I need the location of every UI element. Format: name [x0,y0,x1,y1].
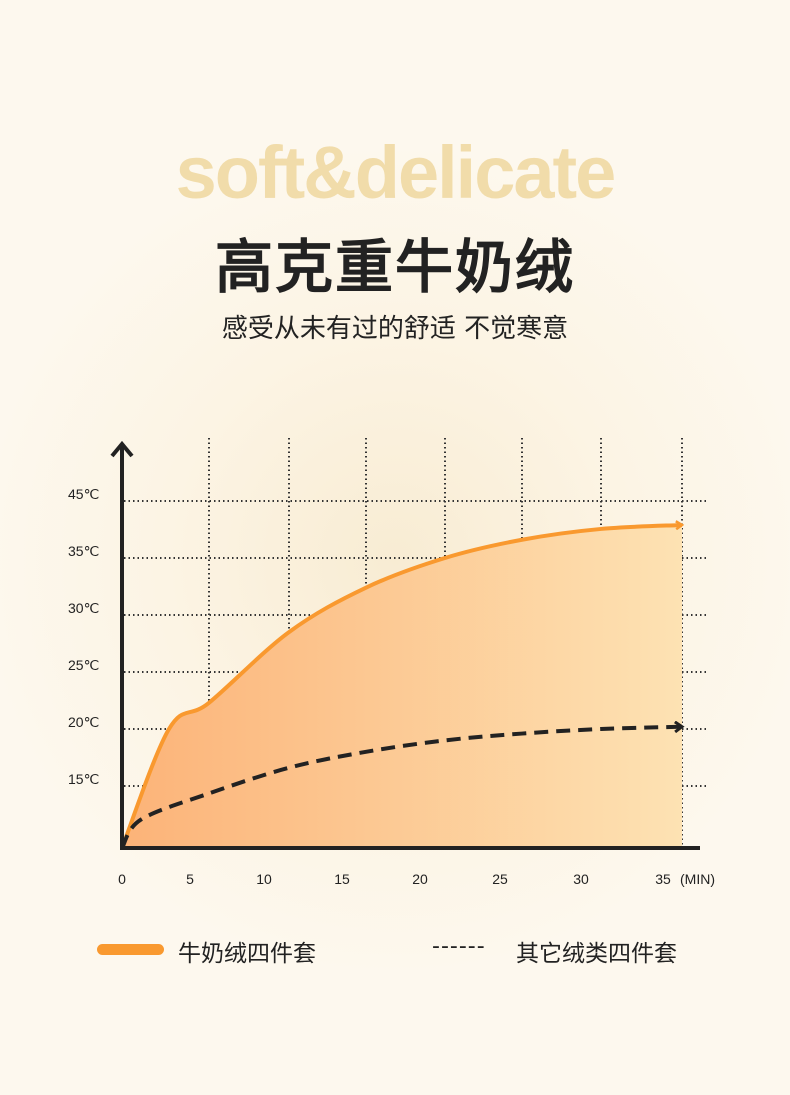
x-tick-label: 15 [334,871,350,887]
y-tick-label: 15℃ [68,771,99,787]
y-tick-label: 35℃ [68,543,99,559]
y-tick-label: 20℃ [68,714,99,730]
y-tick-label: 25℃ [68,657,99,673]
x-tick-label: 25 [492,871,508,887]
x-tick-label: 10 [256,871,272,887]
y-tick-label: 30℃ [68,600,99,616]
series-2-line [120,727,682,850]
legend: 牛奶绒四件套 ------ 其它绒类四件套 [0,930,790,970]
x-tick-label: 35 [655,871,671,887]
series-1-area [122,524,682,848]
page-title: 高克重牛奶绒 [214,233,575,301]
x-tick-label: 30 [573,871,589,887]
legend-swatch-dashed: ------ [432,934,486,959]
legend-swatch-solid [97,944,164,955]
x-tick-label: 20 [412,871,428,887]
english-heading: soft&delicate [175,131,617,214]
x-axis-unit: (MIN) [680,871,715,887]
legend-label-series-2: 其它绒类四件套 [516,941,677,967]
series-1-line [120,525,682,849]
subtitle: 感受从未有过的舒适 不觉寒意 [221,314,569,344]
y-tick-label: 45℃ [68,486,99,502]
x-tick-label: 0 [118,871,126,887]
legend-label-series-1: 牛奶绒四件套 [178,941,316,967]
y-axis-arrow-icon [110,440,134,458]
x-tick-label: 5 [186,871,194,887]
